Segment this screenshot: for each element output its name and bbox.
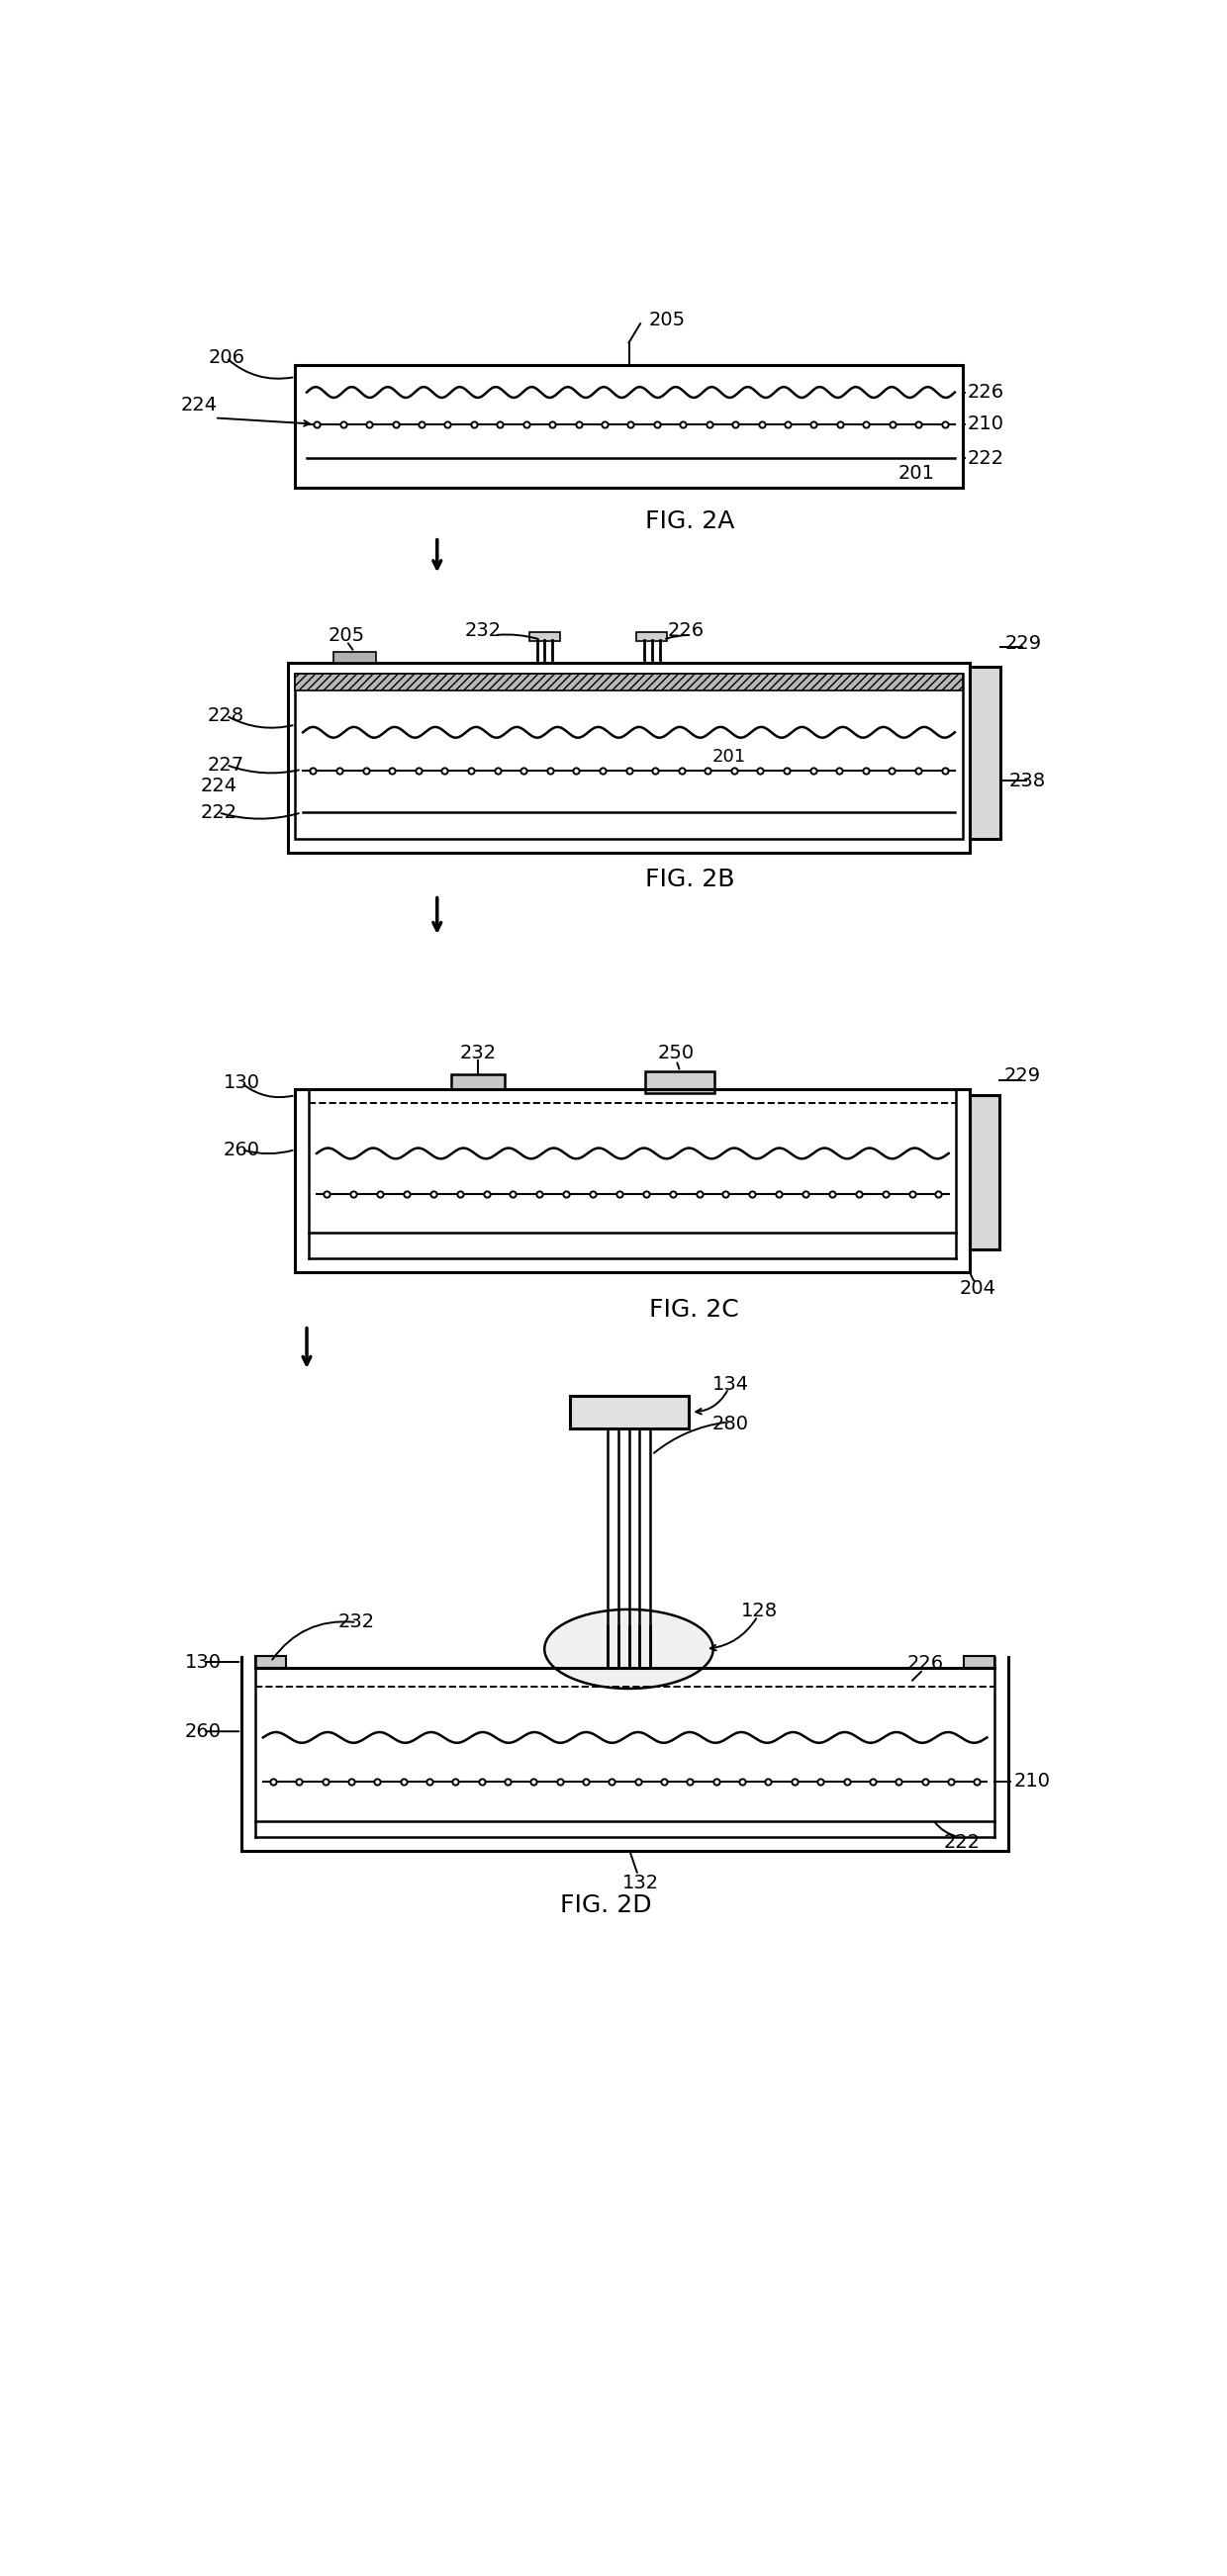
Bar [296,366,962,487]
Text: FIG. 2C: FIG. 2C [649,1298,739,1321]
Bar [645,1072,714,1092]
Text: 232: 232 [465,621,502,639]
Text: 132: 132 [622,1873,659,1893]
Text: 205: 205 [649,309,686,330]
Text: 226: 226 [968,384,1005,402]
Bar [296,675,962,840]
Text: 238: 238 [1010,770,1045,791]
Text: 222: 222 [200,804,237,822]
Text: 232: 232 [339,1613,375,1631]
Text: 222: 222 [944,1834,980,1852]
Text: 222: 222 [968,448,1005,466]
Text: 201: 201 [898,464,935,484]
Text: FIG. 2B: FIG. 2B [645,868,735,891]
Text: 134: 134 [713,1376,750,1394]
Text: 226: 226 [667,621,704,639]
Bar [296,675,962,690]
Text: FIG. 2D: FIG. 2D [560,1893,652,1917]
Bar [452,1074,506,1090]
Ellipse shape [545,1610,713,1690]
Text: 260: 260 [223,1141,260,1159]
Text: 280: 280 [713,1414,750,1435]
Text: 210: 210 [1014,1772,1050,1790]
Text: 130: 130 [223,1074,260,1092]
Text: 228: 228 [207,706,244,724]
Text: 130: 130 [185,1654,222,1672]
Bar [971,1095,999,1249]
Text: 224: 224 [182,397,217,415]
Bar [529,631,560,641]
Text: 204: 204 [960,1280,996,1298]
Text: 210: 210 [968,415,1005,433]
Bar [255,1656,286,1669]
Text: 128: 128 [741,1602,778,1620]
Text: 250: 250 [658,1043,694,1061]
Text: 229: 229 [1004,1066,1040,1084]
Text: 227: 227 [207,755,244,775]
Text: FIG. 2A: FIG. 2A [645,510,735,533]
Text: 226: 226 [907,1654,944,1672]
Text: 205: 205 [329,626,364,647]
Bar [287,662,971,853]
Text: 201: 201 [712,750,746,765]
Text: 206: 206 [207,348,244,368]
Text: 229: 229 [1005,634,1042,652]
Text: 224: 224 [200,778,237,796]
Text: 232: 232 [460,1043,497,1061]
Bar [637,631,667,641]
Bar [971,667,1001,840]
Bar [569,1396,688,1427]
Text: 260: 260 [185,1721,222,1741]
Bar [964,1656,995,1669]
Bar [334,652,375,662]
